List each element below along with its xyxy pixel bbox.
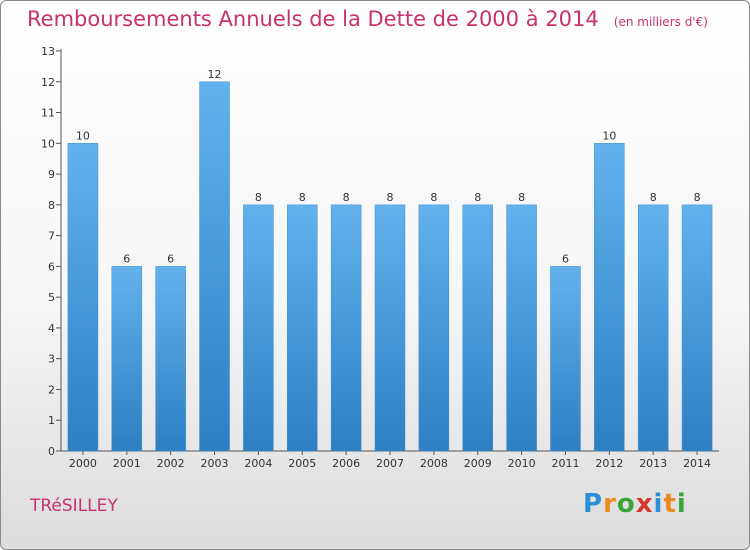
bar-2008	[418, 204, 450, 452]
y-tick-label: 7	[48, 230, 55, 243]
town-name: TRéSILLEY	[30, 496, 118, 516]
data-label: 12	[208, 68, 222, 81]
data-label: 8	[518, 191, 525, 204]
x-tick-label: 2006	[332, 457, 360, 470]
bar-2014	[681, 204, 713, 452]
y-tick-label: 12	[41, 76, 55, 89]
y-tick-label: 13	[41, 45, 55, 58]
y-tick-label: 6	[48, 260, 55, 273]
y-tick-label: 2	[48, 383, 55, 396]
data-label: 10	[76, 129, 90, 142]
bar-2005	[287, 204, 318, 452]
y-tick-label: 11	[41, 107, 55, 120]
x-tick-label: 2003	[201, 457, 229, 470]
y-tick-label: 9	[48, 168, 55, 181]
data-label: 8	[255, 191, 262, 204]
y-tick-label: 4	[48, 322, 55, 335]
x-tick-label: 2007	[376, 457, 404, 470]
x-tick-label: 2012	[595, 457, 623, 470]
bar-2011	[550, 266, 581, 452]
bar-2009	[462, 204, 493, 452]
bar-2004	[243, 204, 274, 452]
chart-title: Remboursements Annuels de la Dette de 20…	[27, 7, 708, 31]
x-tick-label: 2009	[464, 457, 492, 470]
y-tick-label: 5	[48, 291, 55, 304]
x-tick-label: 2004	[244, 457, 272, 470]
x-tick-label: 2013	[639, 457, 667, 470]
y-tick-label: 10	[41, 137, 55, 150]
bar-2012	[594, 143, 625, 452]
chart-title-unit: (en milliers d'€)	[613, 15, 708, 29]
data-label: 10	[602, 129, 616, 142]
bar-2003	[199, 81, 230, 452]
data-label: 6	[123, 252, 130, 265]
y-tick-label: 0	[48, 445, 55, 458]
data-label: 8	[474, 191, 481, 204]
proxiti-logo: Proxiti	[583, 489, 687, 519]
bar-2013	[637, 204, 669, 452]
chart-title-main: Remboursements Annuels de la Dette de 20…	[27, 7, 599, 31]
x-tick-label: 2014	[683, 457, 711, 470]
data-labels: 10 6 6 12 8 8 8 8 8 8 8 6 10 8 8	[76, 68, 701, 266]
x-tick-label: 2002	[157, 457, 185, 470]
data-label: 8	[650, 191, 657, 204]
bar-2007	[374, 204, 406, 452]
bar-2010	[506, 204, 537, 452]
x-tick-label: 2011	[551, 457, 579, 470]
y-tick-label: 8	[48, 199, 55, 212]
x-tick-label: 2010	[508, 457, 536, 470]
y-tick-label: 1	[48, 414, 55, 427]
data-label: 8	[387, 191, 394, 204]
bars	[67, 81, 713, 452]
bar-2002	[155, 266, 186, 452]
x-tick-label: 2005	[288, 457, 316, 470]
data-label: 8	[430, 191, 437, 204]
bar-2000	[67, 143, 99, 452]
data-label: 8	[694, 191, 701, 204]
x-tick-label: 2001	[113, 457, 141, 470]
data-label: 8	[343, 191, 350, 204]
data-label: 6	[167, 252, 174, 265]
data-label: 8	[299, 191, 306, 204]
data-label: 6	[562, 252, 569, 265]
x-tick-label: 2008	[420, 457, 448, 470]
bar-2001	[111, 266, 143, 452]
y-tick-label: 3	[48, 353, 55, 366]
x-tick-label: 2000	[69, 457, 97, 470]
bar-2006	[330, 204, 362, 452]
